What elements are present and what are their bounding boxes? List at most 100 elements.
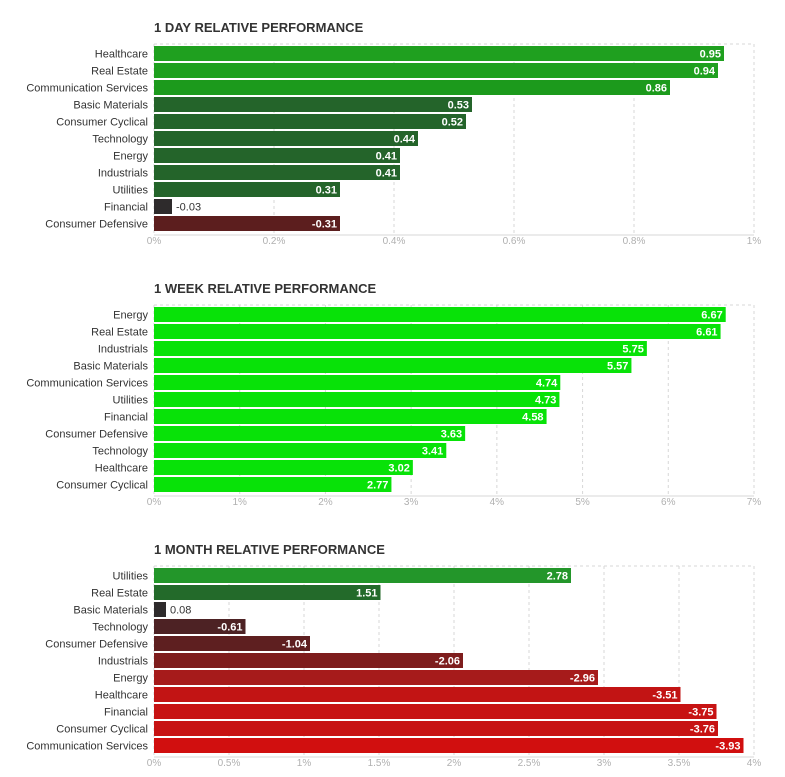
category-label: Consumer Cyclical xyxy=(56,724,148,736)
category-label: Financial xyxy=(104,412,148,424)
category-label: Technology xyxy=(92,446,148,458)
bar xyxy=(154,670,598,685)
data-label: 0.31 xyxy=(316,185,337,197)
category-label: Utilities xyxy=(113,185,149,197)
x-tick-label: 1.5% xyxy=(368,758,391,769)
category-label: Consumer Cyclical xyxy=(56,117,148,129)
data-label: -0.03 xyxy=(176,202,201,214)
category-label: Utilities xyxy=(113,395,149,407)
bar xyxy=(154,585,381,600)
bar xyxy=(154,602,166,617)
category-label: Energy xyxy=(113,151,148,163)
category-label: Consumer Defensive xyxy=(45,429,148,441)
data-label: 3.63 xyxy=(441,429,462,441)
bar xyxy=(154,80,670,95)
category-label: Basic Materials xyxy=(73,361,148,373)
data-label: -3.75 xyxy=(688,707,713,719)
x-tick-label: 0.8% xyxy=(623,236,646,247)
category-label: Utilities xyxy=(113,571,149,583)
bar xyxy=(154,114,466,129)
bar xyxy=(154,307,726,322)
chart-title: 1 MONTH RELATIVE PERFORMANCE xyxy=(154,542,385,557)
category-label: Communication Services xyxy=(26,83,148,95)
bar xyxy=(154,199,172,214)
x-tick-label: 0% xyxy=(147,236,162,247)
data-label: 0.95 xyxy=(700,49,721,61)
data-label: -2.06 xyxy=(435,656,460,668)
bar xyxy=(154,131,418,146)
category-label: Consumer Cyclical xyxy=(56,480,148,492)
bar xyxy=(154,443,447,458)
x-tick-label: 2.5% xyxy=(518,758,541,769)
data-label: -3.76 xyxy=(690,724,715,736)
category-label: Technology xyxy=(92,134,148,146)
data-label: 3.41 xyxy=(422,446,443,458)
data-label: 3.02 xyxy=(388,463,409,475)
category-label: Consumer Defensive xyxy=(45,639,148,651)
x-tick-label: 2% xyxy=(318,497,333,508)
x-tick-label: 4% xyxy=(747,758,762,769)
bar xyxy=(154,341,647,356)
data-label: -3.93 xyxy=(715,741,740,753)
x-tick-label: 3% xyxy=(597,758,612,769)
data-label: 2.78 xyxy=(547,571,568,583)
category-label: Industrials xyxy=(98,168,149,180)
data-label: 0.41 xyxy=(376,151,397,163)
x-tick-label: 1% xyxy=(297,758,312,769)
category-label: Healthcare xyxy=(95,690,148,702)
x-tick-label: 0.4% xyxy=(383,236,406,247)
data-label: 4.73 xyxy=(535,395,556,407)
bar xyxy=(154,148,400,163)
bar xyxy=(154,409,547,424)
data-label: 4.74 xyxy=(536,378,558,390)
bar xyxy=(154,477,392,492)
bar xyxy=(154,324,721,339)
x-tick-label: 0.5% xyxy=(218,758,241,769)
x-tick-label: 2% xyxy=(447,758,462,769)
bar xyxy=(154,392,560,407)
data-label: 5.75 xyxy=(622,344,643,356)
bar xyxy=(154,653,463,668)
bar xyxy=(154,738,744,753)
data-label: 0.94 xyxy=(694,66,716,78)
category-label: Consumer Defensive xyxy=(45,219,148,231)
bar xyxy=(154,687,681,702)
x-tick-label: 3% xyxy=(404,497,419,508)
category-label: Industrials xyxy=(98,344,149,356)
x-tick-label: 7% xyxy=(747,497,762,508)
category-label: Communication Services xyxy=(26,741,148,753)
x-tick-label: 0% xyxy=(147,758,162,769)
data-label: -1.04 xyxy=(282,639,308,651)
x-tick-label: 5% xyxy=(575,497,590,508)
data-label: 1.51 xyxy=(356,588,377,600)
data-label: 0.44 xyxy=(394,134,416,146)
x-tick-label: 6% xyxy=(661,497,676,508)
bar xyxy=(154,704,717,719)
category-label: Healthcare xyxy=(95,49,148,61)
category-label: Healthcare xyxy=(95,463,148,475)
category-label: Real Estate xyxy=(91,588,148,600)
x-tick-label: 0% xyxy=(147,497,162,508)
data-label: 5.57 xyxy=(607,361,628,373)
data-label: 6.67 xyxy=(701,310,722,322)
bar xyxy=(154,358,632,373)
category-label: Energy xyxy=(113,673,148,685)
chart-title: 1 WEEK RELATIVE PERFORMANCE xyxy=(154,281,377,296)
category-label: Financial xyxy=(104,202,148,214)
x-tick-label: 1% xyxy=(232,497,247,508)
bar xyxy=(154,182,340,197)
x-tick-label: 4% xyxy=(490,497,505,508)
bar xyxy=(154,426,466,441)
x-tick-label: 1% xyxy=(747,236,762,247)
data-label: -3.51 xyxy=(652,690,677,702)
bar xyxy=(154,216,340,231)
category-label: Energy xyxy=(113,310,148,322)
data-label: 0.41 xyxy=(376,168,397,180)
bar xyxy=(154,46,724,61)
category-label: Communication Services xyxy=(26,378,148,390)
bar xyxy=(154,97,472,112)
x-tick-label: 3.5% xyxy=(668,758,691,769)
bar xyxy=(154,165,400,180)
x-tick-label: 0.2% xyxy=(263,236,286,247)
